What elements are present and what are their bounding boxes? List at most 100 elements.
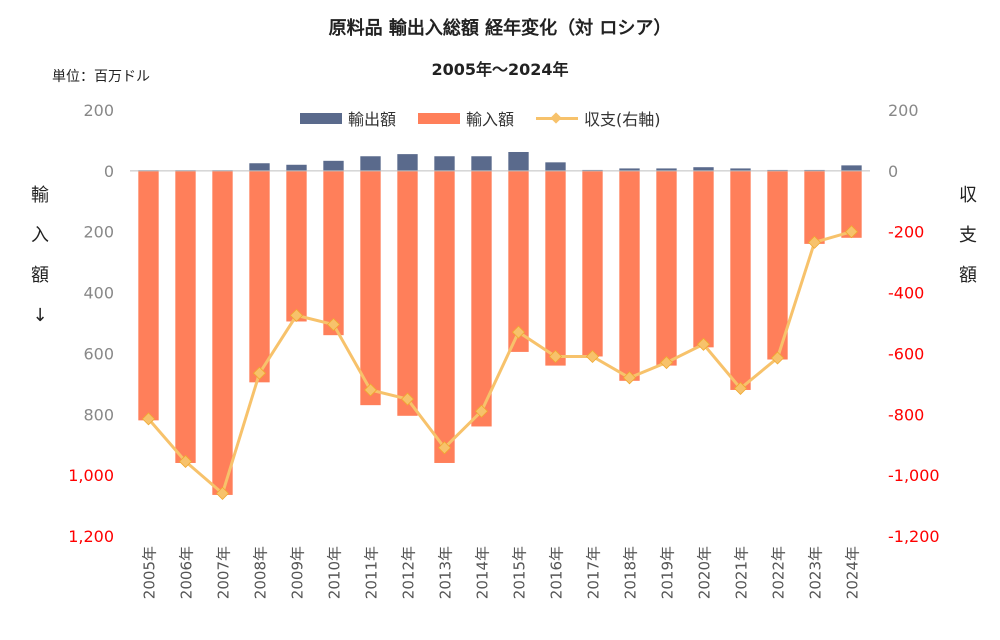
right-axis-title-char: 収 xyxy=(959,185,977,206)
import-bar xyxy=(730,170,751,390)
balance-marker xyxy=(474,404,489,418)
import-bar xyxy=(323,170,344,336)
chart-title: 原料品 輸出入総額 経年変化（対 ロシア） xyxy=(328,18,672,39)
left-axis-tick-label: 0 xyxy=(104,162,114,181)
right-axis-tick-label: -1,000 xyxy=(888,466,940,485)
import-bar xyxy=(841,170,862,238)
export-bar xyxy=(545,162,566,171)
import-bar xyxy=(545,170,566,366)
export-bar xyxy=(434,156,455,171)
export-bar xyxy=(360,156,381,171)
left-axis-tick-label: 400 xyxy=(83,284,114,303)
left-axis-tick-label: 200 xyxy=(83,223,114,242)
export-bar xyxy=(730,168,751,171)
unit-label: 単位：百万ドル xyxy=(52,69,150,85)
balance-marker xyxy=(696,337,711,351)
balance-marker xyxy=(215,486,230,500)
export-bar xyxy=(286,164,307,171)
balance-line xyxy=(147,230,852,497)
left-axis-tick-label: 800 xyxy=(83,405,114,424)
left-axis-tick-label: 200 xyxy=(83,101,114,120)
x-axis-tick-label: 2017年 xyxy=(585,546,603,599)
right-axis-tick-label: -800 xyxy=(888,405,924,424)
x-axis-tick-label: 2024年 xyxy=(844,546,862,599)
balance-marker xyxy=(511,325,526,339)
balance-marker xyxy=(770,351,785,365)
balance-marker xyxy=(807,235,822,249)
left-axis-title-char: 額 xyxy=(31,265,49,286)
right-axis-title-char: 支 xyxy=(959,225,977,246)
x-axis-tick-label: 2008年 xyxy=(252,546,270,599)
x-axis-tick-label: 2016年 xyxy=(548,546,566,599)
legend-label-export: 輸出額 xyxy=(348,110,397,129)
right-axis-tick-label: -1,200 xyxy=(888,527,940,546)
import-bar xyxy=(804,170,825,244)
left-axis-title-char: 入 xyxy=(31,225,49,246)
left-axis-tick-label: 1,200 xyxy=(68,527,114,546)
export-bar xyxy=(693,167,714,171)
balance-marker xyxy=(622,371,637,385)
export-bar xyxy=(656,168,677,171)
balance-marker xyxy=(844,225,859,239)
left-axis-tick-label: 1,000 xyxy=(68,466,114,485)
legend-item-export: 輸出額 xyxy=(300,106,396,130)
import-bar xyxy=(360,170,381,406)
import-bar xyxy=(693,170,714,348)
balance-marker xyxy=(326,317,341,332)
import-bar xyxy=(138,170,159,421)
legend-item-import: 輸入額 xyxy=(418,106,514,130)
x-axis-tick-label: 2013年 xyxy=(437,546,455,599)
left-axis-title-char: ↓ xyxy=(32,305,48,326)
right-axis-tick-label: -400 xyxy=(888,284,924,303)
export-bar xyxy=(323,160,344,171)
balance-marker xyxy=(178,454,193,469)
balance-marker xyxy=(363,383,378,397)
import-bar xyxy=(656,170,677,366)
x-axis-tick-label: 2020年 xyxy=(696,546,714,599)
right-axis-title: 収 支 額 xyxy=(956,176,980,296)
right-axis-tick-label: 0 xyxy=(888,162,898,181)
balance-marker xyxy=(585,349,600,364)
legend-swatch-balance xyxy=(536,111,579,125)
import-bar xyxy=(434,170,455,463)
x-axis-tick-label: 2005年 xyxy=(141,546,159,599)
export-bar xyxy=(841,165,862,171)
x-axis-tick-label: 2014年 xyxy=(474,546,492,599)
balance-marker xyxy=(659,355,674,370)
export-bar xyxy=(471,156,492,171)
right-axis-tick-label: -600 xyxy=(888,344,924,363)
import-bar xyxy=(249,170,270,383)
x-axis-tick-label: 2006年 xyxy=(178,546,196,599)
x-axis-tick-label: 2007年 xyxy=(215,546,233,599)
import-bar xyxy=(619,170,640,381)
x-axis-tick-label: 2010年 xyxy=(326,546,344,599)
export-bar xyxy=(508,151,529,171)
x-axis-tick-label: 2015年 xyxy=(511,546,529,599)
legend: 輸出額 輸入額 収支(右軸) xyxy=(300,106,683,130)
left-axis-tick-label: 600 xyxy=(83,344,114,363)
balance-marker xyxy=(437,441,452,455)
right-axis-tick-label: -200 xyxy=(888,223,924,242)
left-axis-title: 輸 入 額 ↓ xyxy=(28,176,52,336)
x-axis-tick-label: 2009年 xyxy=(289,546,307,599)
export-bar xyxy=(397,154,418,171)
legend-item-balance: 収支(右軸) xyxy=(536,106,661,130)
x-axis-tick-label: 2011年 xyxy=(363,546,381,599)
x-axis-tick-label: 2022年 xyxy=(770,546,788,599)
balance-marker xyxy=(548,349,563,364)
balance-marker xyxy=(289,308,304,322)
import-bar xyxy=(212,170,233,495)
legend-swatch-import xyxy=(418,112,461,124)
balance-marker xyxy=(252,366,267,380)
balance-marker xyxy=(733,381,748,395)
legend-swatch-export xyxy=(300,112,342,124)
import-bar xyxy=(471,170,492,427)
x-axis-tick-label: 2023年 xyxy=(807,546,825,599)
x-axis-tick-label: 2018年 xyxy=(622,546,640,599)
import-bar xyxy=(286,170,307,322)
x-axis-tick-label: 2019年 xyxy=(659,546,677,599)
import-bar xyxy=(767,170,788,360)
legend-label-balance: 収支(右軸) xyxy=(584,110,661,129)
chart-subtitle: 2005年〜2024年 xyxy=(431,60,569,79)
